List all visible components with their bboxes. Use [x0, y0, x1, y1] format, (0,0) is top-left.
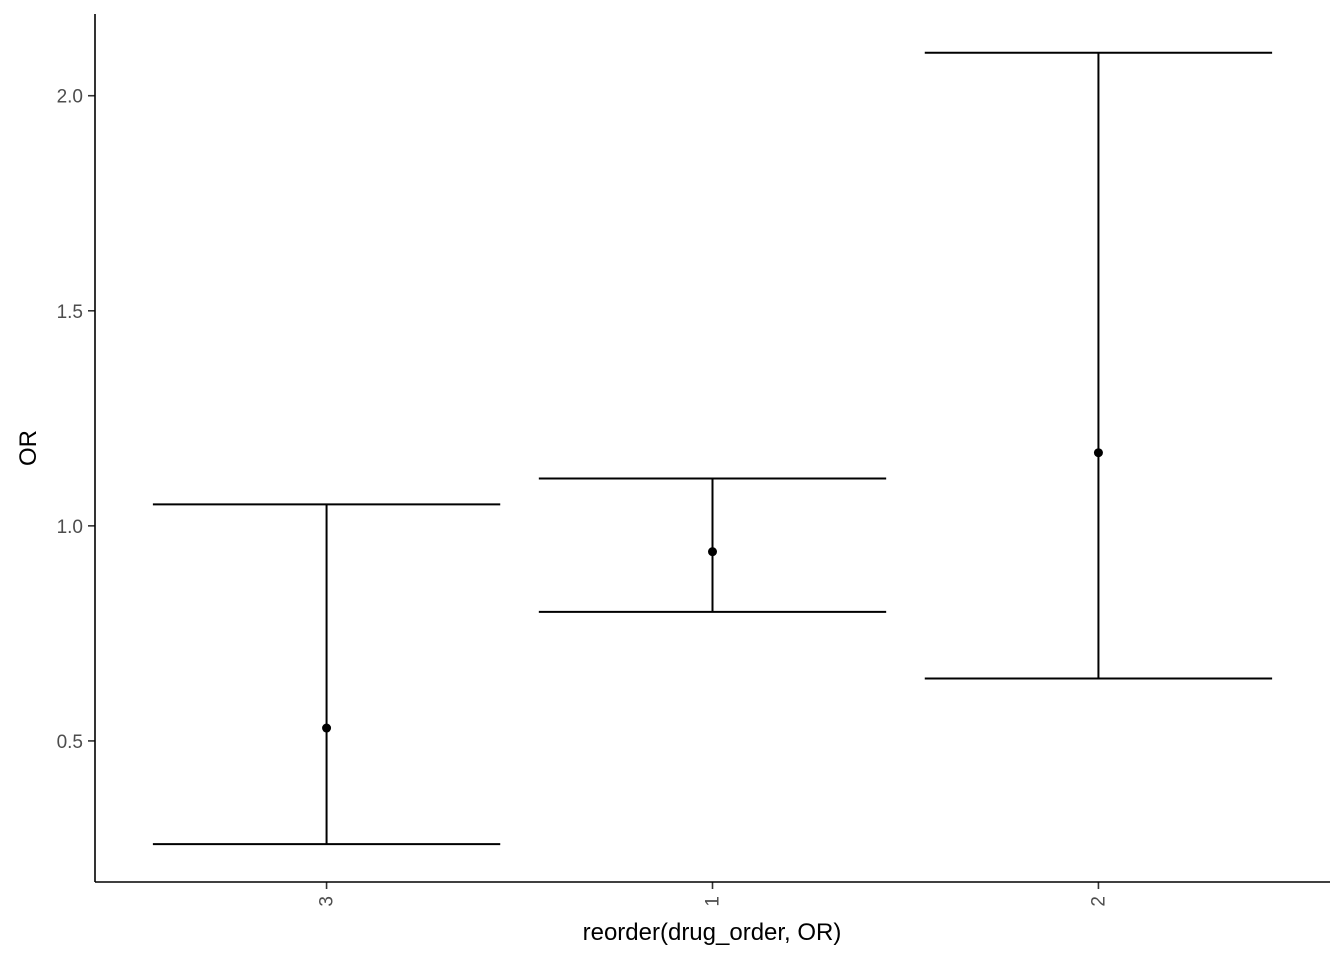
x-tick-label: 1: [703, 896, 724, 907]
x-axis-title: reorder(drug_order, OR): [583, 919, 842, 946]
x-tick-label: 3: [317, 896, 338, 907]
or-point: [1093, 448, 1103, 458]
y-tick-label: 2.0: [57, 87, 83, 108]
error-bars: [152, 51, 1273, 846]
y-axis-ticks: 0.5 1.0 1.5 2.0: [57, 87, 95, 753]
y-tick-label: 0.5: [57, 732, 83, 753]
y-axis-title: OR: [15, 430, 42, 466]
y-tick-label: 1.0: [57, 517, 83, 538]
or-point: [322, 723, 332, 733]
y-tick-label: 1.5: [57, 302, 83, 323]
x-tick-label: 2: [1088, 896, 1109, 907]
x-axis-ticks: 3 1 2: [317, 882, 1109, 907]
or-point: [708, 547, 717, 557]
